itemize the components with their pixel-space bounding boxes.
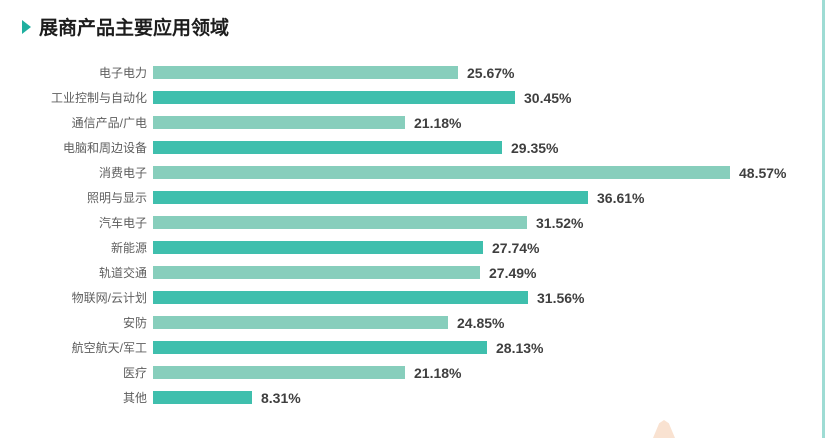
title-triangle-icon (22, 19, 31, 34)
bottom-decorative-shape (653, 420, 675, 438)
value-label: 29.35% (511, 139, 559, 156)
category-label: 电子电力 (98, 66, 147, 80)
category-label: 航空航天/军工 (71, 341, 147, 355)
chart-title: 展商产品主要应用领域 (39, 18, 230, 39)
category-label: 电脑和周边设备 (62, 141, 147, 155)
category-label: 轨道交通 (98, 266, 147, 280)
value-label: 21.18% (414, 114, 462, 131)
right-edge-line (822, 0, 825, 438)
value-label: 36.61% (597, 189, 645, 206)
value-label: 31.52% (536, 214, 584, 231)
chart-title-row: 展商产品主要应用领域 (22, 13, 229, 40)
bar (153, 91, 515, 104)
bar-row: 工业控制与自动化 30.45% (0, 85, 826, 110)
bar-row: 通信产品/广电 21.18% (0, 110, 826, 135)
value-label: 27.74% (492, 239, 540, 256)
category-label: 汽车电子 (98, 216, 147, 230)
value-label: 21.18% (414, 364, 462, 381)
bar (153, 116, 405, 129)
bar-row: 航空航天/军工 28.13% (0, 335, 826, 360)
value-label: 25.67% (467, 64, 515, 81)
bar-chart: 电子电力 25.67% 工业控制与自动化 30.45% 通信产品/广电 21.1… (0, 60, 826, 410)
bar-row: 安防 24.85% (0, 310, 826, 335)
value-label: 28.13% (496, 339, 544, 356)
bar (153, 241, 483, 254)
value-label: 27.49% (489, 264, 537, 281)
bar (153, 366, 405, 379)
bar-row: 轨道交通 27.49% (0, 260, 826, 285)
category-label: 其他 (122, 391, 147, 405)
category-label: 物联网/云计划 (71, 291, 147, 305)
category-label: 通信产品/广电 (71, 116, 147, 130)
category-label: 照明与显示 (86, 191, 147, 205)
bar-row: 其他 8.31% (0, 385, 826, 410)
bar (153, 191, 588, 204)
bar (153, 391, 252, 404)
bar (153, 166, 730, 179)
value-label: 30.45% (524, 89, 572, 106)
bar (153, 141, 502, 154)
bar-row: 消费电子 48.57% (0, 160, 826, 185)
bar-row: 物联网/云计划 31.56% (0, 285, 826, 310)
bar-row: 医疗 21.18% (0, 360, 826, 385)
value-label: 48.57% (739, 164, 787, 181)
bar-row: 电脑和周边设备 29.35% (0, 135, 826, 160)
bar-row: 电子电力 25.67% (0, 60, 826, 85)
category-label: 医疗 (122, 366, 147, 380)
bar (153, 66, 458, 79)
category-label: 工业控制与自动化 (50, 91, 147, 105)
bar (153, 291, 528, 304)
category-label: 消费电子 (98, 166, 147, 180)
category-label: 安防 (122, 316, 147, 330)
bar-row: 照明与显示 36.61% (0, 185, 826, 210)
bar (153, 266, 480, 279)
value-label: 24.85% (457, 314, 505, 331)
category-label: 新能源 (110, 241, 147, 255)
bar-row: 汽车电子 31.52% (0, 210, 826, 235)
bar-row: 新能源 27.74% (0, 235, 826, 260)
value-label: 8.31% (261, 389, 301, 406)
bar (153, 316, 448, 329)
bar (153, 341, 487, 354)
bar (153, 216, 527, 229)
value-label: 31.56% (537, 289, 585, 306)
